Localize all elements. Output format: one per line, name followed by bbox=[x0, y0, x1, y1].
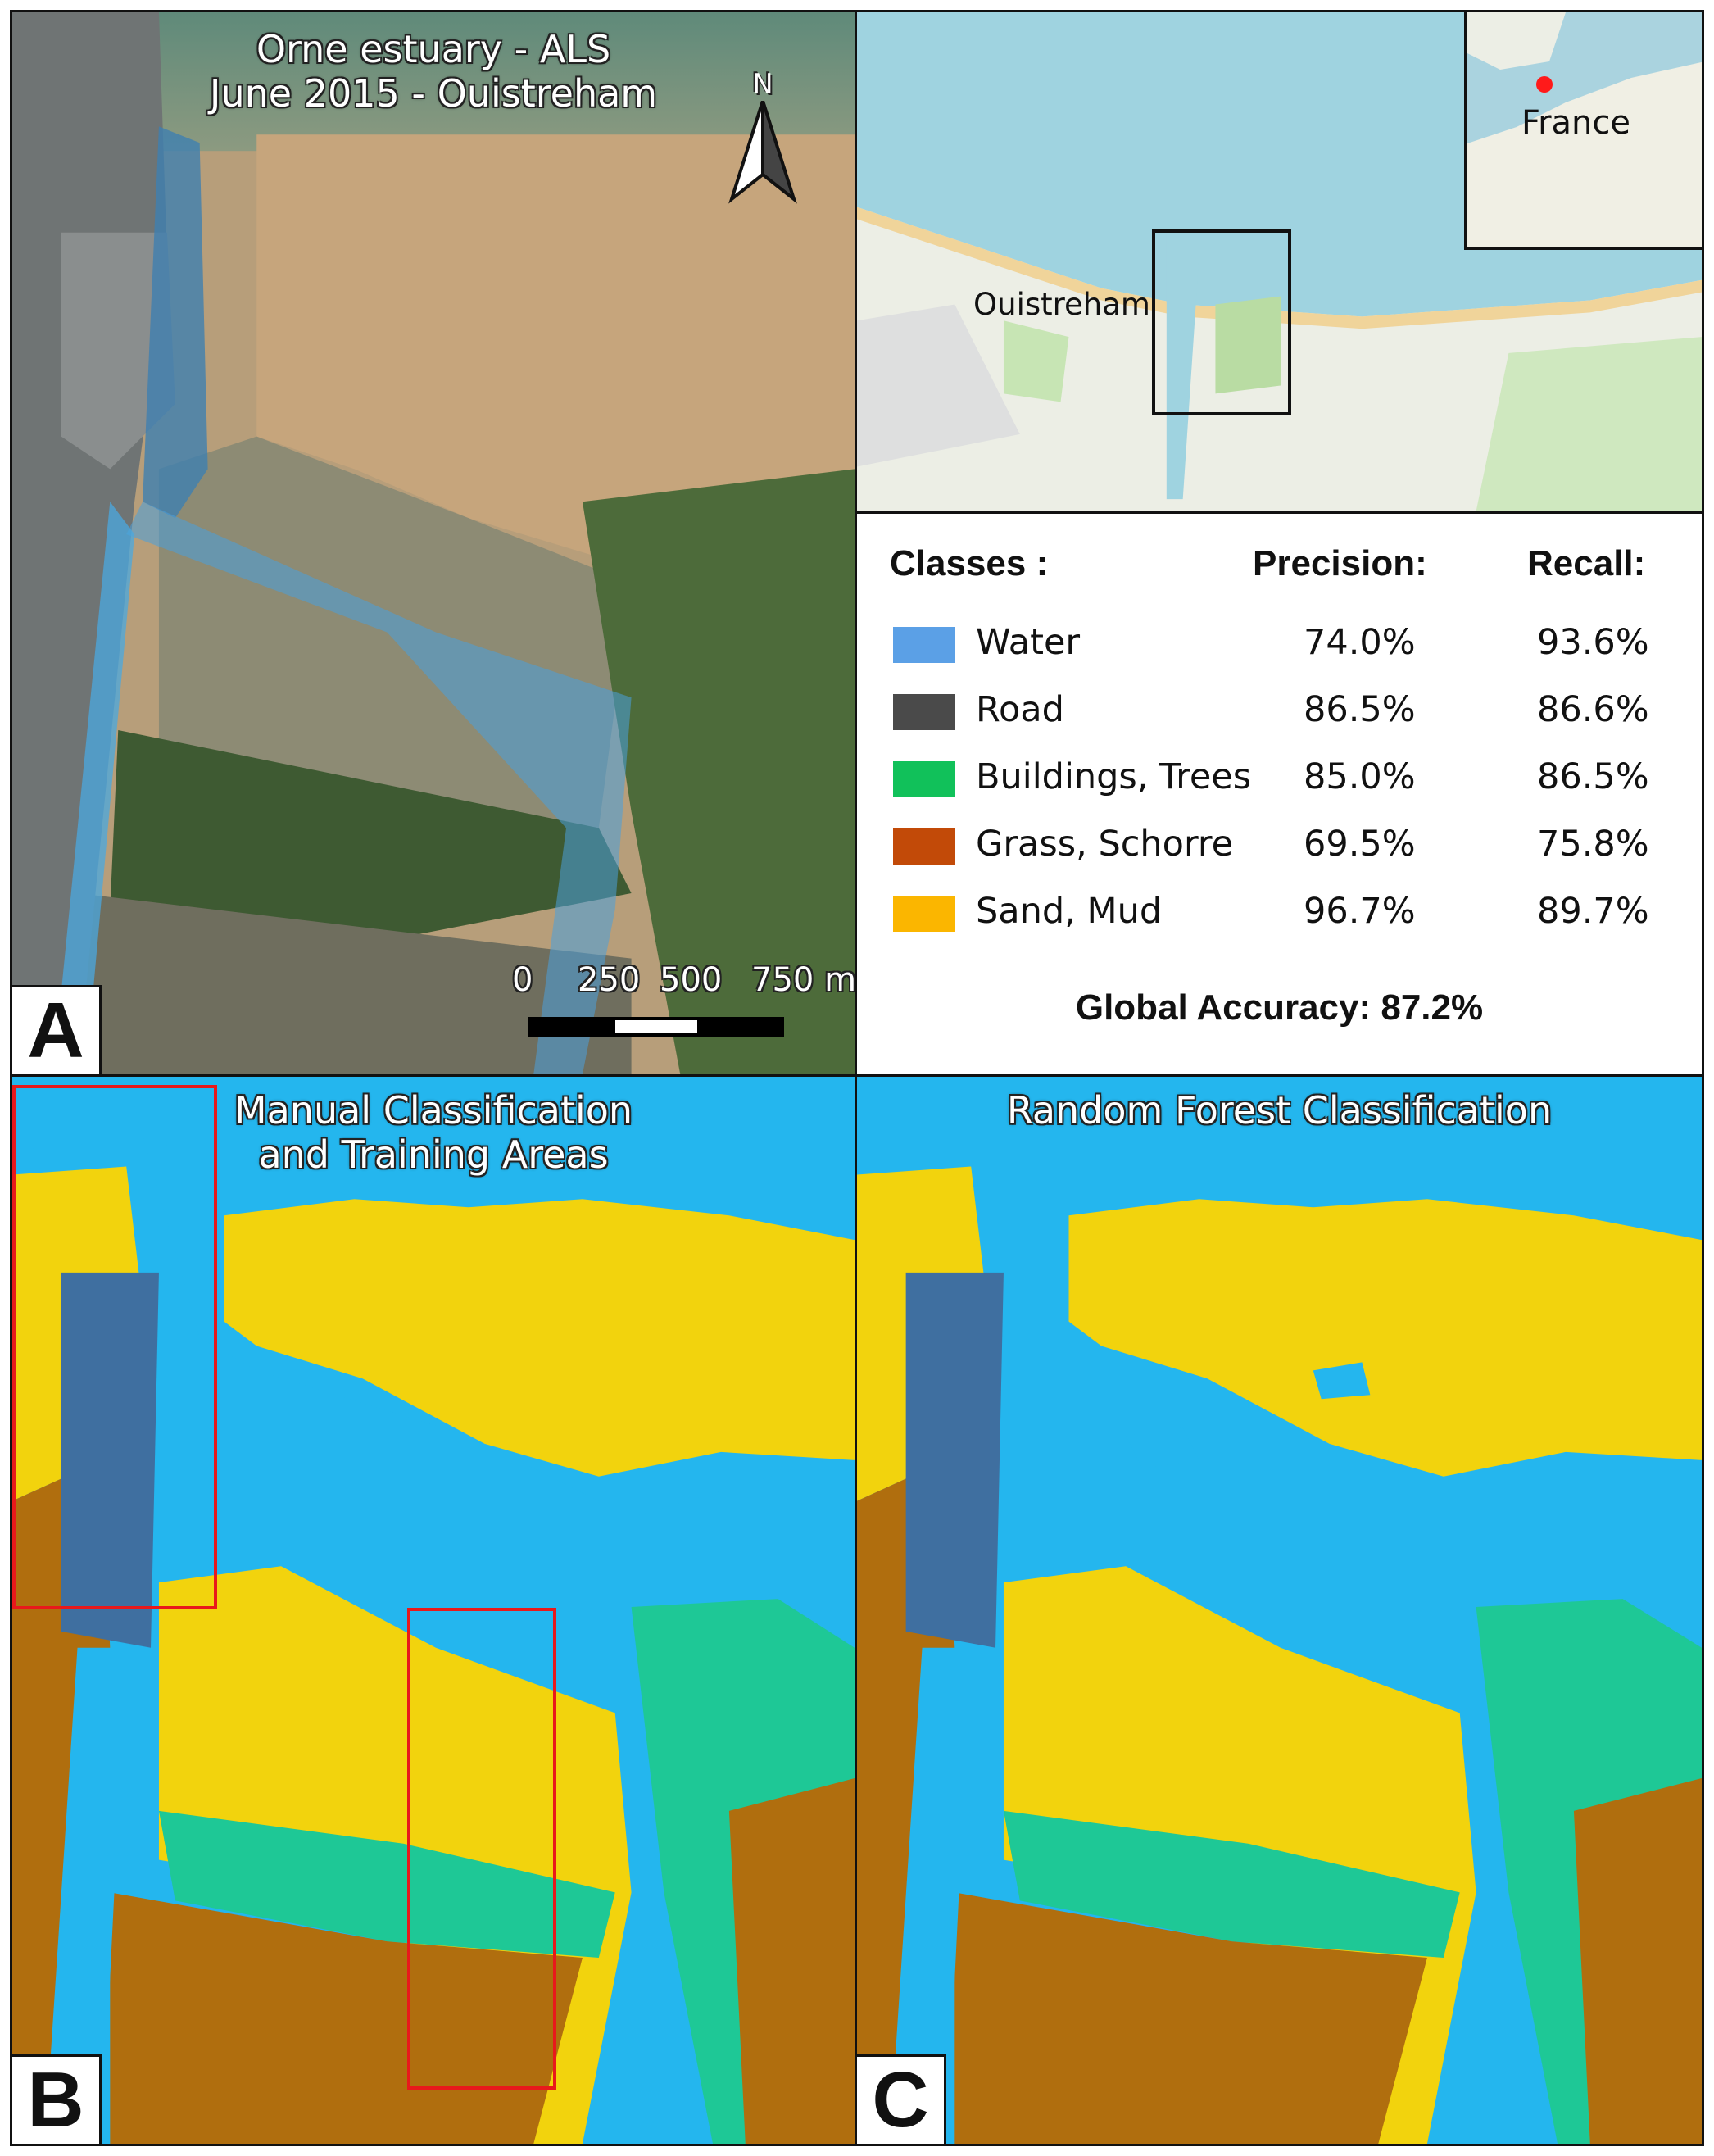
scale-bar: 0 250 500 750 m bbox=[512, 961, 857, 1060]
north-arrow-icon: N bbox=[723, 68, 802, 207]
scale-segment-1 bbox=[528, 1017, 615, 1037]
recall-value: 86.6% bbox=[1537, 689, 1649, 730]
panel-a-title: Orne estuary - ALS June 2015 - Ouistreha… bbox=[12, 27, 855, 116]
header-classes: Classes : bbox=[890, 543, 1049, 583]
accuracy-table: Classes : Precision: Recall: Water 74.0%… bbox=[855, 511, 1704, 1077]
panel-a-label: A bbox=[12, 985, 102, 1074]
recall-value: 89.7% bbox=[1537, 891, 1649, 932]
aerial-image bbox=[12, 12, 855, 1074]
sand-mud-swatch bbox=[893, 896, 955, 932]
recall-value: 75.8% bbox=[1537, 824, 1649, 865]
panel-c-label: C bbox=[857, 2054, 946, 2144]
table-row: Buildings, Trees 85.0% 86.5% bbox=[857, 756, 1702, 806]
class-name: Grass, Schorre bbox=[976, 824, 1234, 865]
panel-b-manual-classification: Manual Classification and Training Areas… bbox=[10, 1074, 857, 2146]
panel-c-random-forest-classification: Random Forest Classification C bbox=[855, 1074, 1704, 2146]
header-recall: Recall: bbox=[1527, 543, 1646, 583]
scale-tick-750: 750 m bbox=[751, 961, 857, 999]
scale-tick-0: 0 bbox=[512, 961, 533, 999]
scale-tick-250: 250 bbox=[578, 961, 641, 999]
recall-value: 93.6% bbox=[1537, 622, 1649, 663]
class-name: Road bbox=[976, 689, 1064, 730]
north-label: N bbox=[752, 68, 773, 101]
study-area-box bbox=[1152, 229, 1291, 415]
water-swatch bbox=[893, 627, 955, 663]
class-name: Buildings, Trees bbox=[976, 756, 1252, 797]
panel-a-title-line1: Orne estuary - ALS bbox=[256, 27, 611, 71]
table-row: Water 74.0% 93.6% bbox=[857, 622, 1702, 671]
buildings-trees-swatch bbox=[893, 761, 955, 797]
random-forest-classification-map bbox=[857, 1077, 1702, 2144]
precision-value: 74.0% bbox=[1304, 622, 1416, 663]
grass-schorre-swatch bbox=[893, 828, 955, 865]
training-area-box-1 bbox=[12, 1085, 217, 1609]
scale-tick-500: 500 bbox=[660, 961, 723, 999]
panel-a-title-line2: June 2015 - Ouistreham bbox=[209, 71, 658, 116]
table-row: Grass, Schorre 69.5% 75.8% bbox=[857, 824, 1702, 873]
panel-a-aerial-photo: Orne estuary - ALS June 2015 - Ouistreha… bbox=[10, 10, 857, 1077]
inset-label-france: France bbox=[1521, 104, 1631, 142]
recall-value: 86.5% bbox=[1537, 756, 1649, 797]
location-marker-icon bbox=[1536, 76, 1553, 93]
scale-segment-3 bbox=[697, 1017, 784, 1037]
panel-b-title-line2: and Training Areas bbox=[258, 1132, 609, 1177]
panel-c-title: Random Forest Classification bbox=[857, 1088, 1702, 1132]
precision-value: 85.0% bbox=[1304, 756, 1416, 797]
table-row: Sand, Mud 96.7% 89.7% bbox=[857, 891, 1702, 940]
class-name: Water bbox=[976, 622, 1081, 663]
town-label-ouistreham: Ouistreham bbox=[973, 287, 1150, 322]
panel-c-title-line1: Random Forest Classification bbox=[1006, 1088, 1553, 1132]
locator-map: Ouistreham France bbox=[855, 10, 1704, 514]
training-area-box-2 bbox=[407, 1608, 556, 2090]
panel-b-title: Manual Classification and Training Areas bbox=[12, 1088, 855, 1177]
header-precision: Precision: bbox=[1253, 543, 1427, 583]
panel-b-label: B bbox=[12, 2054, 102, 2144]
global-accuracy: Global Accuracy: 87.2% bbox=[1075, 987, 1484, 1028]
class-name: Sand, Mud bbox=[976, 891, 1163, 932]
road-swatch bbox=[893, 694, 955, 730]
precision-value: 69.5% bbox=[1304, 824, 1416, 865]
table-row: Road 86.5% 86.6% bbox=[857, 689, 1702, 738]
precision-value: 86.5% bbox=[1304, 689, 1416, 730]
precision-value: 96.7% bbox=[1304, 891, 1416, 932]
scale-segment-2 bbox=[615, 1017, 697, 1037]
france-inset-map: France bbox=[1464, 12, 1702, 250]
panel-b-title-line1: Manual Classification bbox=[234, 1088, 633, 1132]
